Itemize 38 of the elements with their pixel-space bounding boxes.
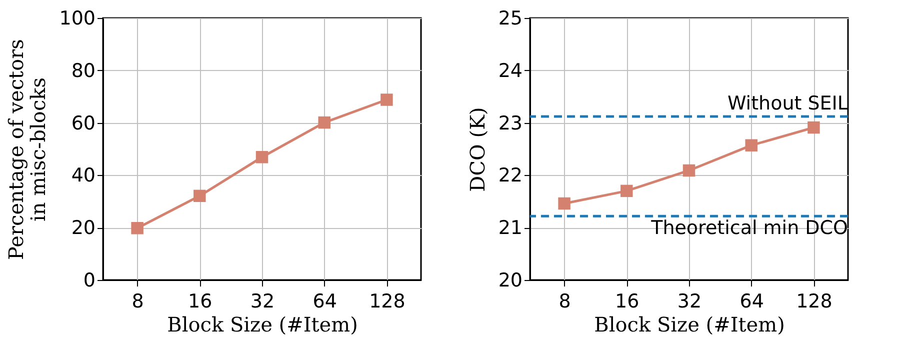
point [808, 121, 820, 134]
y-tick-label: 80 [71, 60, 96, 82]
point [682, 164, 696, 177]
y-axis-title: Percentage of vectors in misc-blocks [4, 39, 50, 260]
y-tick-label: 25 [498, 8, 522, 30]
x-tick-label: 8 [558, 290, 571, 312]
x-axis-title: Block Size (#Item) [594, 312, 785, 336]
point [745, 139, 758, 152]
x-tick-label: 8 [132, 290, 144, 312]
point [194, 190, 206, 202]
y-tick-label: 40 [71, 164, 96, 187]
x-tick-label: 128 [369, 290, 406, 312]
point [620, 184, 633, 198]
y-tick-label: 23 [498, 112, 522, 134]
y-tick-label: 20 [498, 270, 522, 292]
x-tick-label: 64 [312, 290, 337, 312]
y-tick-label: 100 [59, 8, 96, 30]
x-tick-label: 32 [250, 290, 275, 312]
x-tick-label: 32 [677, 290, 702, 312]
point [380, 94, 393, 106]
x-tick-label: 64 [740, 290, 764, 312]
point [558, 197, 570, 210]
point [318, 116, 330, 129]
ref-line-label: Theoretical min DCO [650, 217, 848, 240]
x-axis-title: Block Size (#Item) [167, 312, 358, 336]
y-axis-title: DCO (K) [465, 107, 490, 192]
y-tick-label: 22 [498, 164, 522, 187]
x-tick-label: 16 [188, 290, 212, 312]
point [131, 222, 144, 234]
x-tick-label: 128 [796, 290, 832, 312]
x-tick-label: 16 [615, 290, 640, 312]
y-tick-label: 20 [71, 217, 96, 240]
y-tick-label: 0 [83, 270, 96, 292]
y-tick-label: 60 [71, 112, 96, 134]
y-tick-label: 21 [498, 217, 522, 240]
point [256, 151, 268, 164]
y-tick-label: 24 [498, 60, 522, 82]
ref-line-label: Without SEIL [727, 92, 848, 115]
